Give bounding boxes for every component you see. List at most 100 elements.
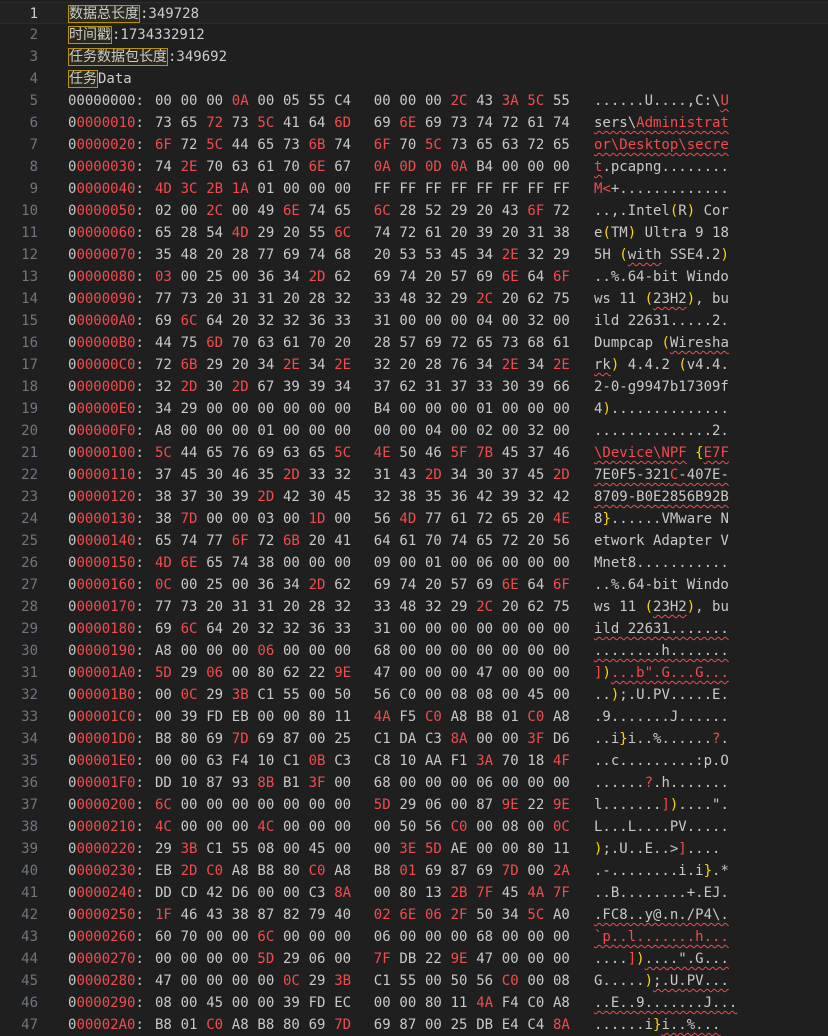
editor-line[interactable]: 27 00000160: 0C 00 25 00 36 34 2D 62 69 74 20 57 69 6E…: [0, 574, 828, 596]
editor-line[interactable]: 39 00000220: 29 3B C1 55 08 00 45 00 00 3E 5D AE 00 00…: [0, 838, 828, 860]
ascii-column: sers\Administrat: [594, 112, 729, 134]
hex-byte: 65: [155, 533, 172, 549]
hex-byte: 9E: [334, 665, 352, 681]
editor-line[interactable]: 17 000000C0: 72 6B 29 20 34 2E 34 2E 32 20 28 76 34 2E…: [0, 354, 828, 376]
editor-line[interactable]: 47 000002A0: B8 01 C0 A8 B8 80 69 7D 69 87 00 25 DB E4…: [0, 1014, 828, 1036]
hex-byte: 45: [334, 489, 352, 505]
editor-line[interactable]: 5 00000000: 00 00 00 0A 00 05 55 C4 00 00 00 2C 43 3A 5…: [0, 90, 828, 112]
editor-line[interactable]: 26 00000150: 4D 6E 65 74 38 00 00 00 09 00 01 00 06 00…: [0, 552, 828, 574]
hex-byte: 73: [450, 115, 468, 131]
hex-byte: DB: [399, 951, 417, 967]
hex-byte: 77: [425, 511, 442, 527]
hex-byte: EB: [231, 709, 249, 725]
hex-byte: 4C: [257, 819, 275, 835]
editor-line[interactable]: 9 00000040: 4D 3C 2B 1A 01 00 00 00 FF FF FF FF FF FF F…: [0, 178, 828, 200]
hex-byte: 6C: [257, 929, 275, 945]
hex-byte: 00: [308, 687, 326, 703]
offset-segment: 0000020: [76, 137, 136, 153]
hex-byte: 42: [476, 489, 494, 505]
offset-segment: 00002A0: [76, 1017, 136, 1033]
offset-segment: 00000F0: [76, 423, 136, 439]
editor-line[interactable]: 36 000001F0: DD 10 87 93 8B B1 3F 00 68 00 00 00 06 00…: [0, 772, 828, 794]
hex-byte: C0: [425, 709, 442, 725]
hex-byte: 00: [206, 929, 224, 945]
hex-row: 000000F0: A8 00 00 00 01 00 00 00 00 00 04 00 02 00 32…: [68, 420, 828, 442]
hex-offset: 000000D0:: [68, 376, 152, 398]
ascii-segment: Wiresha: [669, 335, 729, 351]
hex-byte: 61: [553, 335, 570, 351]
line-number: 38: [21, 819, 38, 835]
editor-line[interactable]: 45 00000280: 47 00 00 00 00 0C 29 3B C1 55 00 50 56 C0…: [0, 970, 828, 992]
hex-byte: 74: [450, 533, 468, 549]
hex-row: 00000100: 5C 44 65 76 69 63 65 5C 4E 50 46 5F 7B 45 37…: [68, 442, 828, 464]
hex-byte: 5C: [155, 445, 172, 461]
editor-line[interactable]: 37 00000200: 6C 00 00 00 00 00 00 00 5D 29 06 00 87 9E…: [0, 794, 828, 816]
offset-segment: 0000060: [76, 225, 136, 241]
editor-line[interactable]: 34 000001D0: B8 80 69 7D 69 87 00 25 C1 DA C3 8A 00 00…: [0, 728, 828, 750]
editor-line[interactable]: 13 00000080: 03 00 25 00 36 34 2D 62 69 74 20 57 69 6E…: [0, 266, 828, 288]
hex-byte: 42: [553, 489, 570, 505]
editor-line[interactable]: 14 00000090: 77 73 20 31 31 20 28 32 33 48 32 29 2C 20…: [0, 288, 828, 310]
editor-line[interactable]: 19 000000E0: 34 29 00 00 00 00 00 00 B4 00 00 00 01 00…: [0, 398, 828, 420]
hex-byte: 06: [206, 665, 224, 681]
editor-line[interactable]: 18 000000D0: 32 2D 30 2D 67 39 39 34 37 62 31 37 33 30…: [0, 376, 828, 398]
hex-byte: 31: [231, 291, 249, 307]
editor-line[interactable]: 44 00000270: 00 00 00 00 5D 29 06 00 7F DB 22 9E 47 00…: [0, 948, 828, 970]
hex-offset: 000001D0:: [68, 728, 152, 750]
editor-line[interactable]: 30 00000190: A8 00 00 00 06 00 00 00 68 00 00 00 00 00…: [0, 640, 828, 662]
editor-line[interactable]: 25 00000140: 65 74 77 6F 72 6B 20 41 64 61 70 74 65 72…: [0, 530, 828, 552]
hex-byte: 00: [283, 929, 300, 945]
hex-byte: D6: [231, 885, 249, 901]
editor-line[interactable]: 24 00000130: 38 7D 00 00 03 00 1D 00 56 4D 77 61 72 65…: [0, 508, 828, 530]
editor-line[interactable]: 12 00000070: 35 48 20 28 77 69 74 68 20 53 53 45 34 2E…: [0, 244, 828, 266]
editor-line[interactable]: 23 00000120: 38 37 30 39 2D 42 30 45 32 38 35 36 42 39…: [0, 486, 828, 508]
editor-line[interactable]: 32 000001B0: 00 0C 29 3B C1 55 00 50 56 C0 00 08 08 00…: [0, 684, 828, 706]
hex-byte: 39: [476, 225, 494, 241]
ascii-segment: ?: [712, 731, 721, 747]
editor-line[interactable]: 21 00000100: 5C 44 65 76 69 63 65 5C 4E 50 46 5F 7B 45…: [0, 442, 828, 464]
offset-segment: 00001E0: [76, 753, 136, 769]
editor-line[interactable]: 40 00000230: EB 2D C0 A8 B8 80 C0 A8 B8 01 69 87 69 7D…: [0, 860, 828, 882]
editor-line[interactable]: 2 时间戳:1734332912: [0, 24, 828, 46]
editor-line[interactable]: 11 00000060: 65 28 54 4D 29 20 55 6C 74 72 61 20 39 20…: [0, 222, 828, 244]
offset-segment: :: [135, 709, 153, 725]
editor-line[interactable]: 41 00000240: DD CD 42 D6 00 00 C3 8A 00 80 13 2B 7F 45…: [0, 882, 828, 904]
hex-byte: 45: [501, 885, 519, 901]
ascii-segment: R: [678, 203, 687, 219]
hex-byte: 34: [476, 357, 494, 373]
editor-line[interactable]: 31 000001A0: 5D 29 06 00 80 62 22 9E 47 00 00 00 47 00…: [0, 662, 828, 684]
editor-line[interactable]: 43 00000260: 60 70 00 00 6C 00 00 00 06 00 00 00 68 00…: [0, 926, 828, 948]
hex-byte: 70: [399, 137, 417, 153]
hex-byte: 2E: [283, 357, 300, 373]
editor-line[interactable]: 16 000000B0: 44 75 6D 70 63 61 70 20 28 57 69 72 65 73…: [0, 332, 828, 354]
editor-line[interactable]: 20 000000F0: A8 00 00 00 01 00 00 00 00 00 04 00 02 00…: [0, 420, 828, 442]
editor-line[interactable]: 3 任务数据包长度:349692: [0, 46, 828, 68]
hex-byte: 00: [283, 181, 300, 197]
hex-byte: 37: [501, 467, 519, 483]
ascii-column: .-........i.i}.*: [594, 860, 729, 882]
hex-byte: 20: [501, 599, 519, 615]
editor-line[interactable]: 7 00000020: 6F 72 5C 44 65 73 6B 74 6F 70 5C 73 65 63 7…: [0, 134, 828, 156]
editor-line[interactable]: 10 00000050: 02 00 2C 00 49 6E 74 65 6C 28 52 29 20 43…: [0, 200, 828, 222]
highlighted-label: 数据总长度: [68, 5, 140, 23]
editor-line[interactable]: 8 00000030: 74 2E 70 63 61 70 6E 67 0A 0D 0D 0A B4 00 0…: [0, 156, 828, 178]
editor-line[interactable]: 35 000001E0: 00 00 63 F4 10 C1 0B C3 C8 10 AA F1 3A 70…: [0, 750, 828, 772]
editor-line[interactable]: 4 任务Data: [0, 68, 828, 90]
editor-line[interactable]: 46 00000290: 08 00 45 00 00 39 FD EC 00 00 80 11 4A F4…: [0, 992, 828, 1014]
editor-line[interactable]: 38 00000210: 4C 00 00 00 4C 00 00 00 00 50 56 C0 00 08…: [0, 816, 828, 838]
hex-byte: 63: [206, 753, 224, 769]
editor-line[interactable]: 28 00000170: 77 73 20 31 31 20 28 32 33 48 32 29 2C 20…: [0, 596, 828, 618]
editor-line[interactable]: 22 00000110: 37 45 30 46 35 2D 33 32 31 43 2D 34 30 37…: [0, 464, 828, 486]
editor-line[interactable]: 42 00000250: 1F 46 43 38 87 82 79 40 02 6E 06 2F 50 34…: [0, 904, 828, 926]
hex-row: 00000110: 37 45 30 46 35 2D 33 32 31 43 2D 34 30 37 45…: [68, 464, 828, 486]
editor-line[interactable]: 29 00000180: 69 6C 64 20 32 32 36 33 31 00 00 00 00 00…: [0, 618, 828, 640]
editor-line[interactable]: 1 数据总长度:349728: [0, 2, 828, 24]
line-number: 13: [21, 269, 38, 285]
editor-line[interactable]: 6 00000010: 73 65 72 73 5C 41 64 6D 69 6E 69 73 74 72 6…: [0, 112, 828, 134]
hex-byte: CD: [180, 885, 198, 901]
hex-byte: 50: [450, 973, 468, 989]
editor-line[interactable]: 33 000001C0: 00 39 FD EB 00 00 80 11 4A F5 C0 A8 B8 01…: [0, 706, 828, 728]
editor-line[interactable]: 15 000000A0: 69 6C 64 20 32 32 36 33 31 00 00 00 04 00…: [0, 310, 828, 332]
ascii-segment: (: [678, 357, 687, 373]
